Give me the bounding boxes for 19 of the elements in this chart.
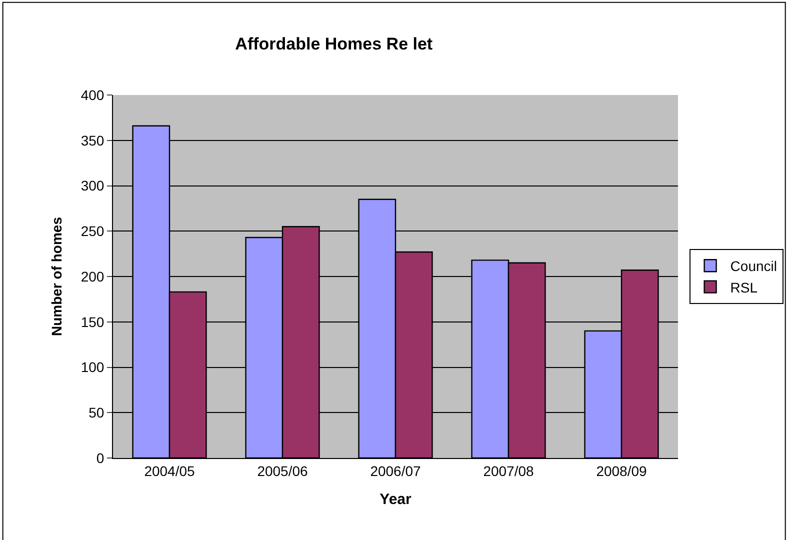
y-axis-title: Number of homes xyxy=(48,216,64,336)
legend-label: Council xyxy=(730,258,778,274)
x-tick-label: 2008/09 xyxy=(596,462,648,479)
y-tick-label: 0 xyxy=(96,450,104,466)
y-tick-label: 250 xyxy=(80,223,104,240)
chart-title: Affordable Homes Re let xyxy=(235,34,433,54)
y-tick-label: 350 xyxy=(80,132,104,148)
y-tick-label: 300 xyxy=(80,178,104,194)
y-tick-label: 150 xyxy=(80,314,104,330)
x-tick-label: 2005/06 xyxy=(257,462,308,479)
x-tick-label: 2007/08 xyxy=(483,462,534,479)
x-tick-label: 2006/07 xyxy=(370,462,422,479)
legend-label: RSL xyxy=(730,279,758,296)
y-tick-label: 50 xyxy=(88,404,104,421)
y-tick-label: 200 xyxy=(80,268,104,284)
x-axis-title: Year xyxy=(380,490,412,508)
x-tick-label: 2004/05 xyxy=(144,462,196,479)
y-tick-label: 100 xyxy=(80,359,104,376)
y-tick-label: 400 xyxy=(80,86,104,103)
